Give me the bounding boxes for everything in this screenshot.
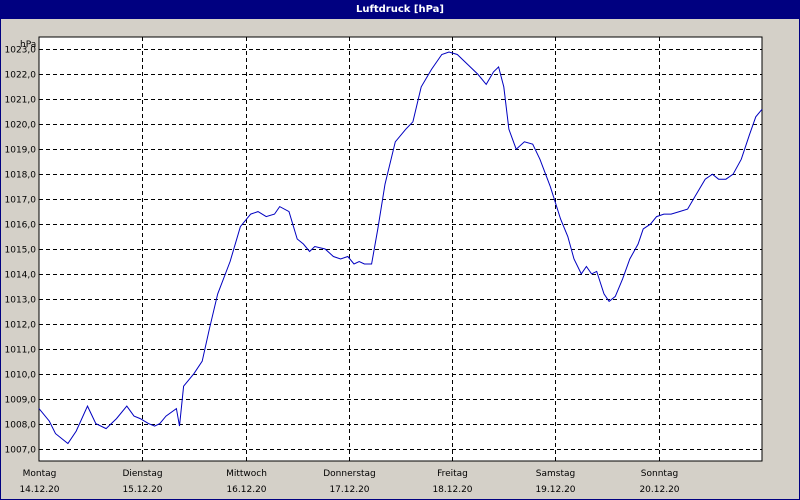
window-title: Luftdruck [hPa] — [1, 1, 799, 19]
y-tick-label: 1017,0 — [5, 196, 37, 206]
x-tick-day-label: Mittwoch — [226, 469, 267, 479]
x-tick-labels: Montag 14.12.20 Dienstag 15.12.20 Mittwoch 16… — [19, 469, 679, 495]
y-tick-label: 1022,0 — [5, 71, 37, 81]
y-tick-label: 1015,0 — [5, 246, 37, 256]
x-tick-date-label: 14.12.20 — [19, 485, 59, 495]
y-tick-label: 1012,0 — [5, 321, 37, 331]
y-tick-label: 1014,0 — [5, 271, 37, 281]
y-tick-label: 1009,0 — [5, 396, 37, 406]
x-tick-day-label: Montag — [23, 469, 57, 479]
x-tick-date-label: 19.12.20 — [535, 485, 575, 495]
pressure-series-line — [38, 51, 763, 445]
x-tick-date-label: 17.12.20 — [329, 485, 369, 495]
y-axis-label: hPa — [20, 40, 36, 50]
x-tick-day-label: Samstag — [536, 469, 575, 479]
x-tick-date-label: 15.12.20 — [122, 485, 162, 495]
y-tick-label: 1013,0 — [5, 296, 37, 306]
y-tick-label: 1021,0 — [5, 96, 37, 106]
y-tick-label: 1016,0 — [5, 221, 37, 231]
x-tick-day-label: Sonntag — [641, 469, 678, 479]
x-tick-date-label: 20.12.20 — [639, 485, 679, 495]
y-tick-label: 1020,0 — [5, 121, 37, 131]
y-tick-labels: 1007,0 1008,0 1009,0 1010,0 1011,0 1012,0 1013… — [5, 46, 37, 456]
grid-lines — [39, 37, 762, 461]
y-tick-label: 1023,0 — [5, 46, 37, 56]
y-tick-label: 1008,0 — [5, 421, 37, 431]
x-tick-day-label: Freitag — [437, 469, 468, 479]
x-tick-day-label: Dienstag — [122, 469, 162, 479]
y-tick-label: 1010,0 — [5, 371, 37, 381]
y-tick-label: 1018,0 — [5, 171, 37, 181]
y-tick-label: 1019,0 — [5, 146, 37, 156]
x-tick-date-label: 16.12.20 — [226, 485, 266, 495]
x-tick-date-label: 18.12.20 — [432, 485, 472, 495]
x-tick-day-label: Donnerstag — [323, 469, 376, 479]
y-tick-label: 1011,0 — [5, 346, 37, 356]
y-tick-label: 1007,0 — [5, 446, 37, 456]
